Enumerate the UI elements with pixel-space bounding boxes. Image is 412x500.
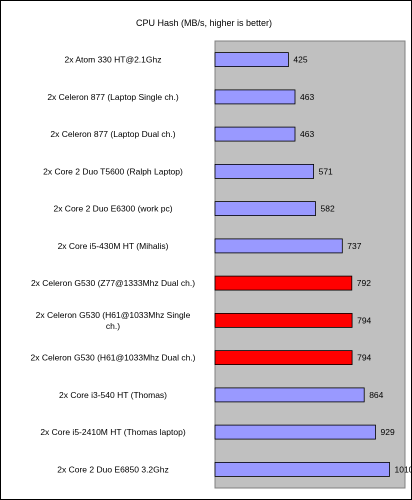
value-label: 582 [321, 204, 335, 214]
category-label: 2x Celeron G530 (Z77@1333Mhz Dual ch.) [31, 278, 195, 288]
bar [214, 126, 296, 142]
category-label: 2x Celeron G530 (H61@1033Mhz Single ch.) [36, 310, 191, 331]
bar [214, 461, 390, 477]
category-label: 2x Core i3-540 HT (Thomas) [59, 390, 167, 400]
category-label: 2x Core i5-430M HT (Mihalis) [58, 241, 169, 251]
value-label: 1010 [395, 464, 412, 474]
category-label: 2x Celeron 877 (Laptop Dual ch.) [50, 129, 175, 139]
category-label: 2x Celeron 877 (Laptop Single ch.) [47, 92, 179, 102]
bar [214, 238, 343, 254]
plot-area [214, 40, 406, 489]
category-label: 2x Celeron G530 (H61@1033Mhz Dual ch.) [30, 353, 195, 363]
category-labels: 2x Atom 330 HT@2.1Ghz 2x Celeron 877 (Lap… [30, 55, 195, 475]
value-labels: 425 463 463 571 582 737 792 794 794 864 929 1010 [293, 55, 411, 475]
category-label: 2x Core 2 Duo E6850 3.2Ghz [57, 464, 169, 474]
bar [214, 312, 353, 328]
category-label: 2x Core i5-2410M HT (Thomas laptop) [40, 427, 186, 437]
category-label: 2x Atom 330 HT@2.1Ghz [65, 55, 162, 65]
bar [214, 275, 353, 291]
value-label: 571 [319, 166, 333, 176]
bar [214, 424, 376, 440]
bar [214, 387, 365, 403]
value-label: 425 [293, 55, 307, 65]
bar [214, 89, 296, 105]
bar [214, 163, 314, 179]
value-label: 463 [300, 92, 314, 102]
category-label: 2x Core 2 Duo E6300 (work pc) [53, 204, 172, 214]
bar [214, 201, 316, 217]
category-label: 2x Core 2 Duo T5600 (Ralph Laptop) [43, 166, 183, 176]
value-label: 794 [357, 315, 371, 325]
value-label: 792 [357, 278, 371, 288]
bar [214, 350, 353, 366]
value-label: 463 [300, 129, 314, 139]
bars-group [214, 52, 390, 477]
value-label: 794 [357, 353, 371, 363]
bar [214, 52, 289, 67]
value-label: 929 [381, 427, 395, 437]
value-label: 737 [347, 241, 361, 251]
chart-title: CPU Hash (MB/s, higher is better) [136, 18, 272, 28]
value-label: 864 [369, 390, 383, 400]
